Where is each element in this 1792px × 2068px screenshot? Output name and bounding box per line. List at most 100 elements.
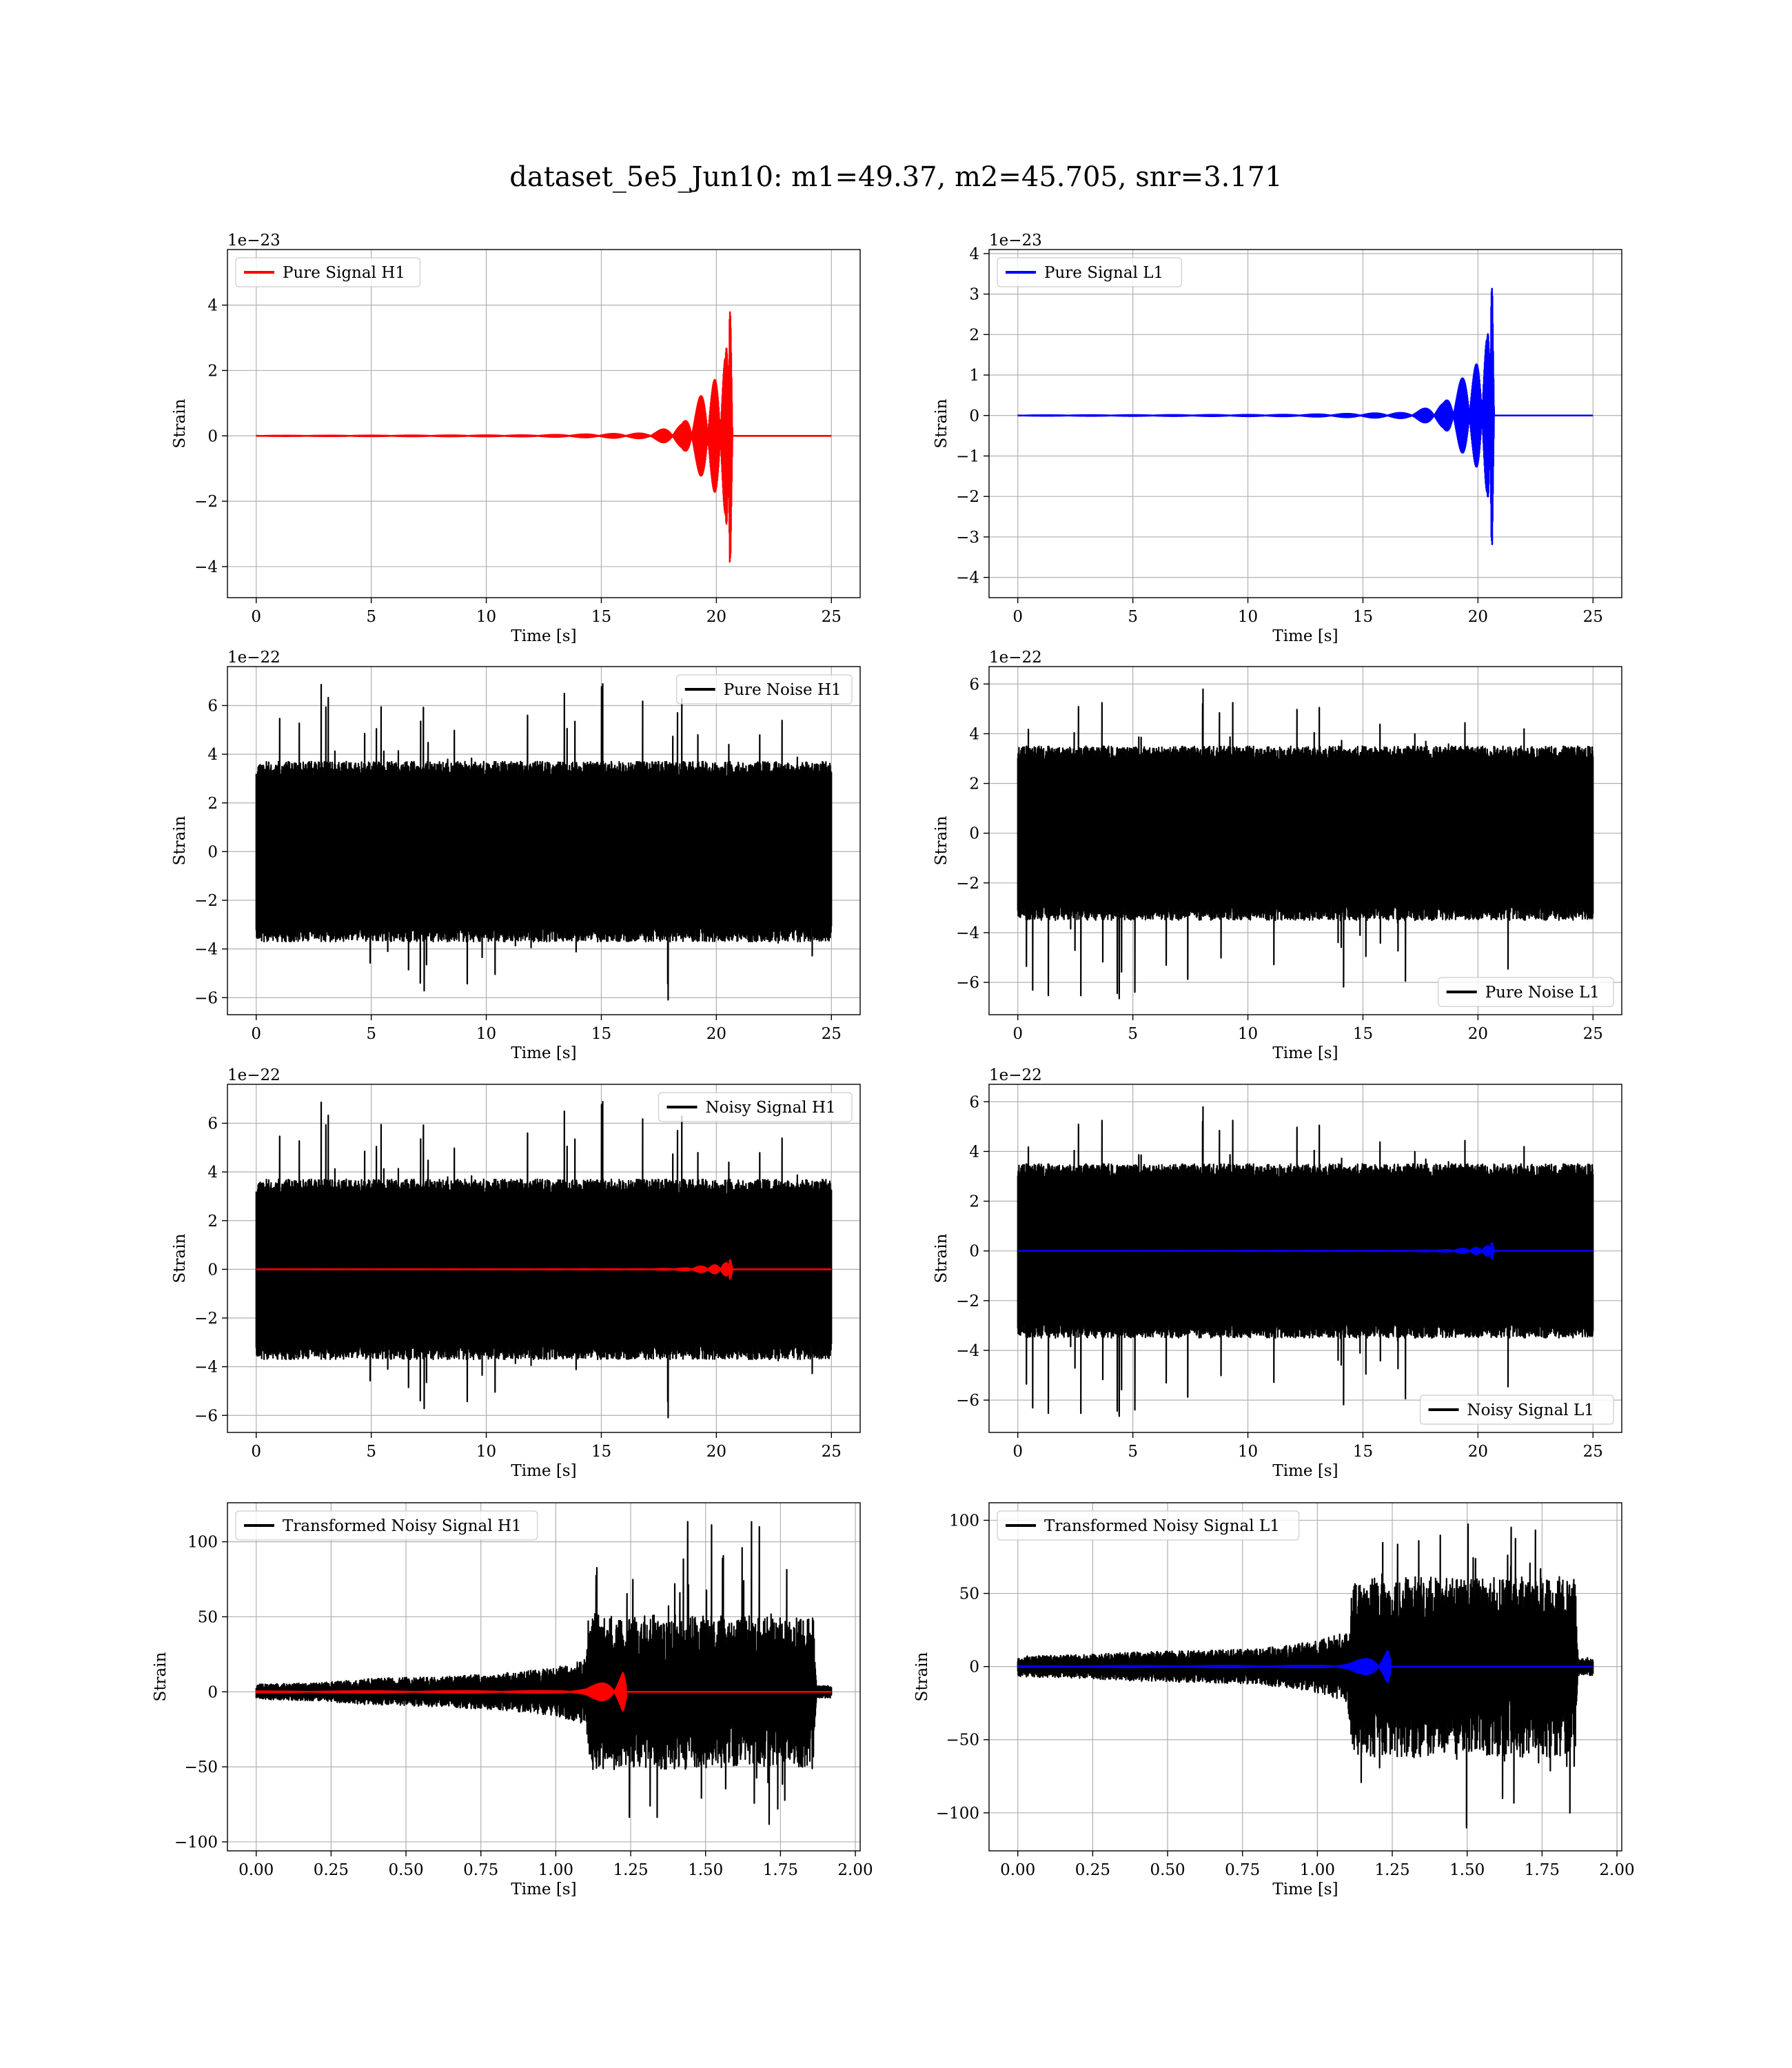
x-tick-label: 25 [1583, 1025, 1603, 1043]
y-tick-label: 4 [969, 1143, 979, 1161]
x-tick-label: 25 [1583, 1443, 1603, 1461]
y-tick-label: 1 [969, 367, 979, 385]
legend-frame [235, 1510, 538, 1541]
x-axis-label: Time [s] [511, 1044, 576, 1062]
y-axis-label: Strain [933, 1233, 950, 1283]
y-tick-label: 2 [969, 776, 979, 793]
legend-label: Pure Noise H1 [724, 681, 842, 699]
y-tick-label: −6 [194, 989, 218, 1007]
legend-frame [997, 1510, 1300, 1541]
x-tick-label: 5 [1128, 608, 1138, 626]
y-axis-label: Strain [152, 1652, 170, 1701]
y-tick-label: 2 [207, 795, 218, 813]
legend-label: Noisy Signal L1 [1467, 1401, 1594, 1419]
y-tick-label: 100 [949, 1512, 979, 1530]
y-tick-label: 0 [969, 1243, 979, 1261]
y-tick-label: 100 [187, 1534, 218, 1552]
y-tick-label: 0 [969, 825, 979, 843]
y-tick-label: 4 [207, 746, 218, 764]
y-tick-label: 6 [207, 1115, 218, 1133]
y-tick-label: −2 [194, 892, 218, 910]
x-tick-label: 20 [706, 1443, 726, 1461]
x-tick-label: 1.75 [1525, 1861, 1560, 1879]
x-tick-label: 0 [1012, 1443, 1023, 1461]
y-tick-label: 50 [198, 1608, 218, 1626]
x-tick-label: 25 [822, 1025, 842, 1043]
y-tick-label: −4 [194, 558, 218, 576]
axis-offset-label: 1e−22 [989, 649, 1042, 667]
legend-label: Transformed Noisy Signal H1 [283, 1517, 522, 1535]
y-tick-label: −4 [956, 1342, 979, 1360]
y-tick-label: 0 [969, 1659, 979, 1676]
y-tick-label: −100 [174, 1834, 218, 1852]
series-group [255, 311, 833, 563]
x-axis-label: Time [s] [1272, 1881, 1338, 1898]
x-tick-label: 0.50 [388, 1861, 423, 1879]
legend: Transformed Noisy Signal H1 [235, 1510, 538, 1541]
x-tick-label: 15 [591, 1443, 611, 1461]
y-tick-label: 50 [959, 1585, 979, 1603]
y-tick-label: 4 [207, 297, 218, 315]
figure-title: dataset_5e5_Jun10: m1=49.37, m2=45.705, … [509, 161, 1282, 193]
x-tick-label: 10 [476, 608, 496, 626]
y-tick-label: −6 [956, 1392, 979, 1410]
legend-frame [658, 1092, 853, 1122]
legend: Pure Noise L1 [1438, 977, 1614, 1007]
x-axis-label: Time [s] [1272, 1044, 1338, 1062]
x-tick-label: 10 [1238, 1025, 1258, 1043]
x-tick-label: 2.00 [1599, 1861, 1634, 1879]
y-tick-label: 4 [969, 725, 979, 743]
y-axis-label: Strain [171, 1233, 189, 1283]
y-tick-label: 6 [207, 698, 218, 716]
x-tick-label: 10 [476, 1025, 496, 1043]
y-tick-label: 2 [969, 1193, 979, 1211]
subplot-noisy-signal-h1: 0 5 10 15 20 25 −6 −4 −2 0 2 4 6 Time [s] Strain 1e−22 N… [171, 1066, 861, 1480]
y-tick-label: 0 [207, 427, 218, 445]
axes-frame [227, 1084, 861, 1433]
x-tick-label: 15 [1353, 1443, 1373, 1461]
axis-offset-label: 1e−23 [227, 232, 281, 250]
legend: Pure Signal L1 [997, 257, 1182, 287]
x-tick-label: 20 [706, 608, 726, 626]
x-tick-label: 1.00 [1300, 1861, 1335, 1879]
axis-offset-label: 1e−22 [227, 1066, 281, 1084]
y-tick-label: 6 [969, 1093, 979, 1111]
x-tick-label: 0.25 [1075, 1861, 1110, 1879]
x-tick-label: 5 [1128, 1025, 1138, 1043]
x-tick-label: 1.50 [1449, 1861, 1485, 1879]
axis-offset-label: 1e−22 [989, 1066, 1042, 1084]
y-tick-label: 0 [207, 843, 218, 861]
axes-frame [227, 249, 861, 598]
y-axis-label: Strain [913, 1652, 931, 1701]
y-tick-label: −4 [194, 941, 218, 959]
series-group [255, 1521, 833, 1825]
x-axis-label: Time [s] [1272, 1462, 1338, 1480]
y-tick-label: −6 [956, 974, 979, 992]
subplot-transformed-noisy-signal-h1: 0.00 0.25 0.50 0.75 1.00 1.25 1.50 1.75 2.00 −100… [152, 1502, 873, 1898]
x-tick-label: 5 [366, 1025, 376, 1043]
x-tick-label: 1.25 [1374, 1861, 1409, 1879]
x-tick-label: 25 [822, 1443, 842, 1461]
subplot-noisy-signal-l1: 0 5 10 15 20 25 −6 −4 −2 0 2 4 6 Time [s] Strain 1e−22 N… [933, 1066, 1622, 1480]
x-tick-label: 20 [1468, 1443, 1488, 1461]
series-line-strain [255, 683, 833, 1001]
y-tick-label: 4 [969, 245, 979, 263]
legend-frame [235, 257, 420, 287]
y-tick-label: −2 [194, 493, 218, 511]
x-tick-label: 20 [1468, 608, 1488, 626]
series-line-signal [1017, 287, 1594, 545]
x-tick-label: 0.75 [1225, 1861, 1260, 1879]
y-tick-label: 2 [207, 1213, 218, 1230]
y-tick-label: 3 [969, 286, 979, 304]
axes-frame [988, 1502, 1622, 1852]
y-tick-label: −4 [956, 569, 979, 587]
series-group [1017, 1106, 1594, 1417]
x-tick-label: 10 [1238, 1443, 1258, 1461]
y-tick-label: 6 [969, 676, 979, 693]
axis-offset-label: 1e−23 [989, 232, 1042, 250]
series-group [1017, 1523, 1594, 1829]
legend-label: Pure Noise L1 [1485, 984, 1600, 1002]
x-tick-label: 1.00 [538, 1861, 573, 1879]
x-tick-label: 25 [822, 608, 842, 626]
